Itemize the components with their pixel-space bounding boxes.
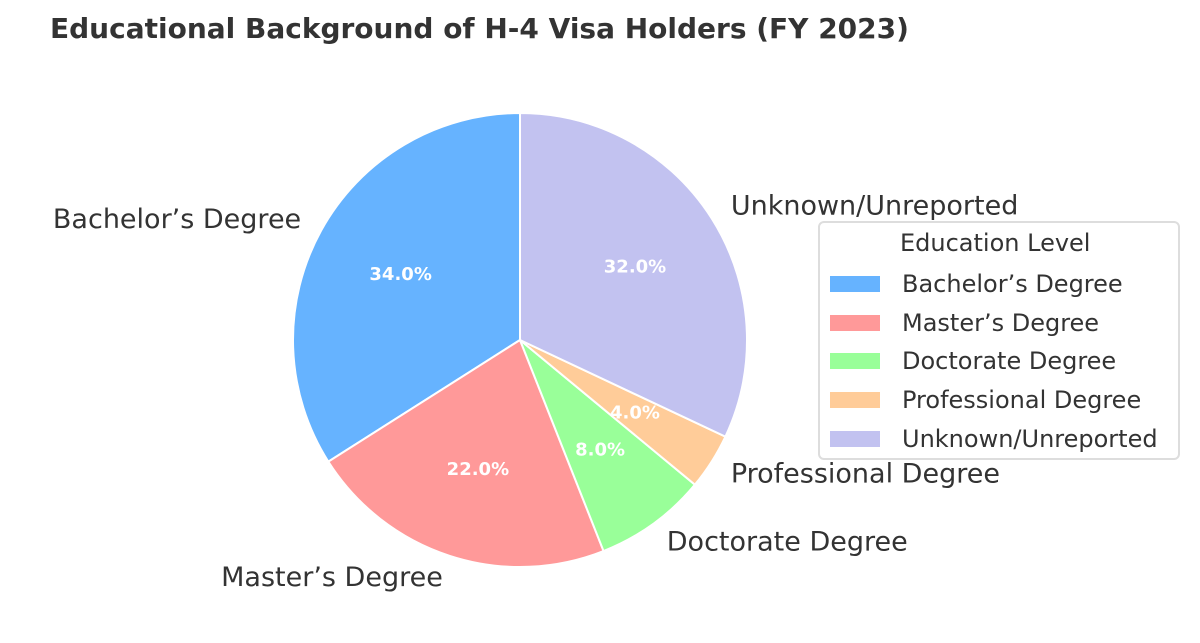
slice-label: Professional Degree	[731, 458, 1000, 489]
legend-label: Professional Degree	[902, 386, 1142, 415]
slice-value-label: 34.0%	[369, 264, 431, 285]
legend-item: Unknown/Unreported	[830, 424, 1158, 454]
legend-label: Unknown/Unreported	[902, 424, 1158, 453]
legend-swatch	[830, 314, 880, 331]
legend-swatch	[830, 392, 880, 409]
legend-item: Professional Degree	[830, 385, 1141, 415]
legend-item: Bachelor’s Degree	[830, 269, 1123, 299]
pie-slice	[326, 338, 605, 568]
slice-value-label: 8.0%	[575, 440, 625, 461]
slice-value-label: 22.0%	[447, 459, 509, 480]
slice-value-label: 32.0%	[604, 257, 666, 278]
legend-item: Master’s Degree	[830, 308, 1099, 338]
legend-swatch	[830, 276, 880, 292]
legend-label: Master’s Degree	[902, 308, 1100, 337]
legend-item: Doctorate Degree	[830, 346, 1116, 376]
slice-value-label: 4.0%	[610, 402, 660, 423]
slice-label: Bachelor’s Degree	[53, 204, 301, 235]
slice-label: Doctorate Degree	[667, 527, 908, 558]
pie-slice	[519, 339, 697, 553]
legend-swatch	[830, 353, 880, 370]
pie-slice	[292, 111, 521, 464]
slice-label: Master’s Degree	[221, 562, 443, 593]
legend-label: Bachelor’s Degree	[902, 270, 1123, 298]
chart-title: Educational Background of H-4 Visa Holde…	[50, 12, 909, 45]
pie-slice	[519, 111, 748, 438]
legend-label: Doctorate Degree	[902, 347, 1117, 376]
legend-swatch	[830, 430, 880, 447]
legend-title: Education Level	[900, 229, 1091, 257]
slice-label: Unknown/Unreported	[731, 191, 1019, 222]
legend: Education Level Bachelor’s Degree Master’…	[818, 221, 1180, 460]
